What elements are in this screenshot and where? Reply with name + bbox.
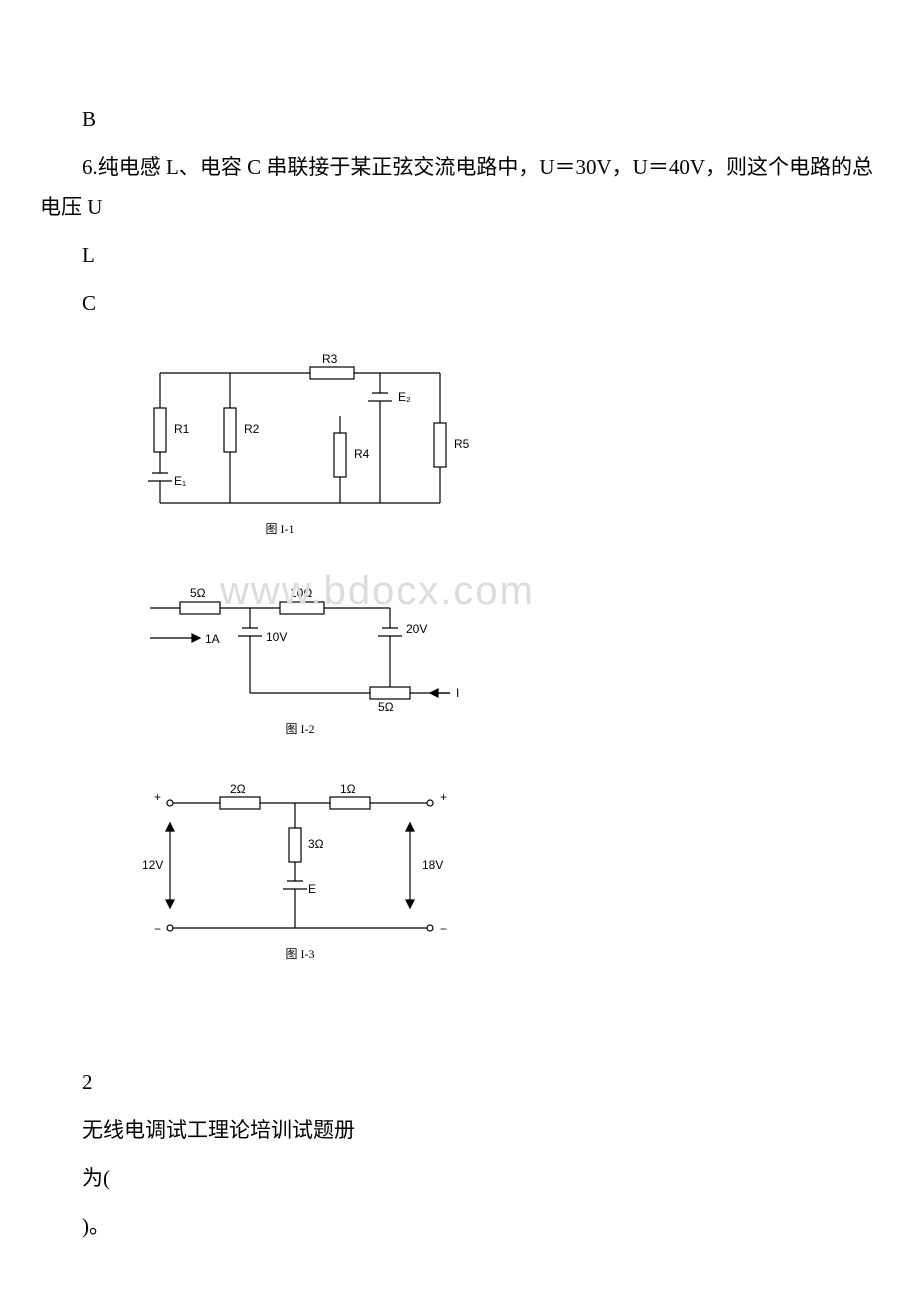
caption-fig1: 图 I-1: [266, 522, 295, 536]
answer-letter-b: B: [40, 100, 880, 140]
label-e1: E₁: [174, 474, 186, 488]
label-10v: 10V: [266, 630, 287, 644]
label-r4: R4: [354, 447, 370, 461]
label-18v: 18V: [422, 858, 443, 872]
label-5ohm-b: 5Ω: [378, 700, 394, 714]
label-1ohm: 1Ω: [340, 783, 356, 796]
label-r5: R5: [454, 437, 470, 451]
label-10ohm: 10Ω: [290, 586, 312, 600]
figure-i-1: R1 R2 R3 R4 R5 E₁ E₂ 图 I-1: [140, 353, 880, 553]
answer-wei: 为(: [40, 1159, 880, 1199]
answer-paren: )。: [40, 1207, 880, 1247]
label-20v: 20V: [406, 622, 427, 636]
figure-i-3: + + − − 2Ω 1Ω 3Ω E 12V 18V 图 I-3: [140, 783, 880, 973]
document-page: B 6.纯电感 L、电容 C 串联接于某正弦交流电路中，U＝30V，U＝40V，…: [0, 0, 920, 1315]
label-e2: E₂: [398, 390, 411, 404]
label-12v: 12V: [142, 858, 163, 872]
label-2ohm: 2Ω: [230, 783, 246, 796]
figure-i-2: 5Ω 10Ω 1A 10V 20V 5Ω I 图 I-2: [140, 583, 880, 753]
label-plus-left: +: [154, 790, 161, 804]
label-minus-left: −: [154, 922, 161, 936]
label-1a: 1A: [205, 632, 220, 646]
label-r2: R2: [244, 422, 260, 436]
label-minus-right: −: [440, 922, 447, 936]
label-r1: R1: [174, 422, 190, 436]
question-6: 6.纯电感 L、电容 C 串联接于某正弦交流电路中，U＝30V，U＝40V，则这…: [40, 148, 880, 228]
label-r3: R3: [322, 353, 338, 366]
caption-fig3: 图 I-3: [286, 947, 315, 961]
page-number: 2: [40, 1063, 880, 1103]
label-i: I: [456, 686, 459, 700]
booklet-title: 无线电调试工理论培训试题册: [40, 1111, 880, 1151]
question-6-text: 6.纯电感 L、电容 C 串联接于某正弦交流电路中，U＝30V，U＝40V，则这…: [40, 155, 873, 219]
label-5ohm-a: 5Ω: [190, 586, 206, 600]
label-e: E: [308, 882, 316, 896]
caption-fig2: 图 I-2: [286, 722, 315, 736]
symbol-c: C: [40, 284, 880, 324]
symbol-l: L: [40, 236, 880, 276]
label-3ohm: 3Ω: [308, 837, 324, 851]
label-plus-right: +: [440, 790, 447, 804]
